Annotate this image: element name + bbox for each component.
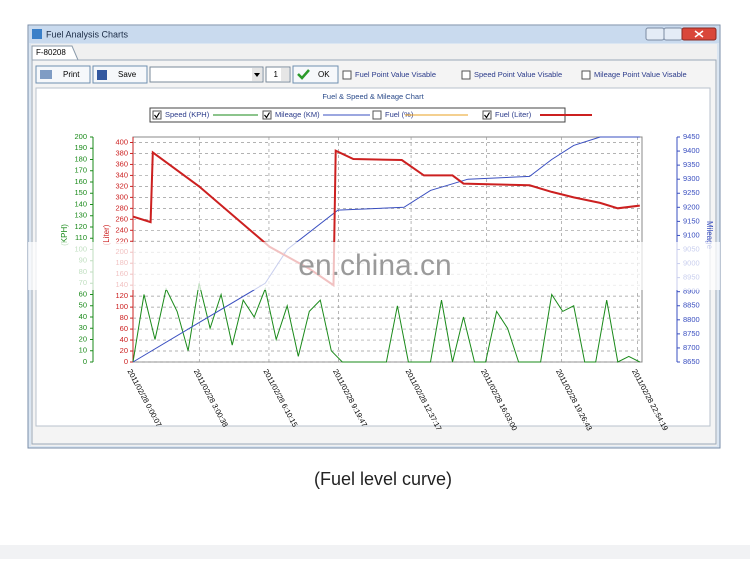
mileage-tick-label: 8800 [683,315,700,324]
app-icon [32,29,42,39]
check-mark [484,112,491,119]
checkbox[interactable] [152,110,162,120]
speed-tick-label: 0 [83,357,87,366]
speed-tick-label: 20 [79,334,87,343]
speed-tick-label: 120 [74,222,87,231]
checkbox[interactable] [262,110,272,120]
mileage-tick-label: 9250 [683,188,700,197]
speed-tick-label: 180 [74,154,87,163]
checkbox[interactable] [372,110,382,120]
mileage-tick-label: 8900 [683,287,700,296]
mileage-tick-label: 9200 [683,202,700,211]
minimize-button[interactable] [645,27,665,41]
bottom-strip [0,545,750,559]
fuel-tick-label: 40 [120,335,128,344]
combo-arrow-icon [254,73,260,77]
legend-label: Fuel (%) [385,110,414,119]
ok-label: OK [318,70,330,79]
caption: (Fuel level curve) [314,469,452,489]
maximize-button[interactable] [663,27,683,41]
watermark-band [28,242,720,290]
print-icon [40,70,52,79]
save-icon [97,70,107,80]
fuel-tick-label: 400 [115,137,128,146]
spin-value: 1 [274,70,279,79]
speed-tick-label: 160 [74,177,87,186]
fuel-tick-label: 320 [115,181,128,190]
ok-icon [297,69,310,80]
visibility-checkbox-label: Speed Point Value Visable [474,70,562,79]
legend-label: Fuel (Liter) [495,110,532,119]
mileage-tick-label: 9100 [683,230,700,239]
window-title: Fuel Analysis Charts [46,29,129,39]
combo-box[interactable] [149,66,264,83]
save-label: Save [118,70,137,79]
speed-tick-label: 170 [74,166,87,175]
fuel-tick-label: 120 [115,291,128,300]
speed-tick-label: 30 [79,323,87,332]
mileage-tick-label: 8650 [683,357,700,366]
speed-tick-label: 110 [75,233,87,242]
tab-label: F-80208 [36,48,66,57]
mileage-tick-label: 8700 [683,343,700,352]
print-label: Print [63,70,80,79]
checkbox[interactable] [482,110,492,120]
fuel-axis-title: (Liter) [102,224,111,245]
fuel-tick-label: 300 [115,192,128,201]
fuel-tick-label: 340 [115,170,128,179]
tab[interactable] [31,45,79,61]
mileage-tick-label: 9150 [683,216,700,225]
speed-tick-label: 130 [74,211,87,220]
speed-tick-label: 150 [74,188,87,197]
mileage-tick-label: 9400 [683,146,700,155]
fuel-tick-label: 280 [115,203,128,212]
check-mark [264,112,271,119]
mileage-tick-label: 8750 [683,329,700,338]
speed-tick-label: 60 [79,289,87,298]
checkbox[interactable] [581,70,591,80]
visibility-checkbox-label: Fuel Point Value Visable [355,70,436,79]
speed-tick-label: 200 [74,132,87,141]
check-mark [154,112,161,119]
series-line [132,283,641,363]
visibility-checkbox-label: Mileage Point Value Visable [594,70,687,79]
legend-label: Speed (KPH) [165,110,210,119]
checkbox[interactable] [461,70,471,80]
fuel-tick-label: 80 [120,313,128,322]
chart-title: Fuel & Speed & Mileage Chart [322,92,424,101]
fuel-tick-label: 240 [115,225,128,234]
checkbox[interactable] [342,70,352,80]
fuel-tick-label: 380 [115,148,128,157]
mileage-tick-label: 9300 [683,174,700,183]
mileage-tick-label: 9450 [683,132,700,141]
fuel-tick-label: 100 [115,302,128,311]
ok-button[interactable] [292,65,339,84]
close-icon [694,30,704,38]
mileage-tick-label: 8850 [683,301,700,310]
speed-tick-label: 140 [74,199,87,208]
fuel-tick-label: 220 [115,236,128,245]
watermark: en.china.cn [298,249,451,282]
series-line [132,149,640,288]
speed-tick-label: 190 [74,143,87,152]
fuel-tick-label: 260 [115,214,128,223]
legend-label: Mileage (KM) [275,110,320,119]
speed-tick-label: 50 [79,301,87,310]
fuel-tick-label: 20 [120,346,128,355]
fuel-tick-label: 0 [124,357,128,366]
mileage-axis-title: Mileage [705,221,714,250]
fuel-tick-label: 60 [120,324,128,333]
title-bar [29,26,719,43]
fuel-tick-label: 360 [115,159,128,168]
speed-tick-label: 10 [79,346,87,355]
mileage-tick-label: 9350 [683,160,700,169]
spin-arrows[interactable] [281,68,289,81]
speed-tick-label: 40 [79,312,87,321]
speed-axis-title: (KPH) [60,224,69,246]
